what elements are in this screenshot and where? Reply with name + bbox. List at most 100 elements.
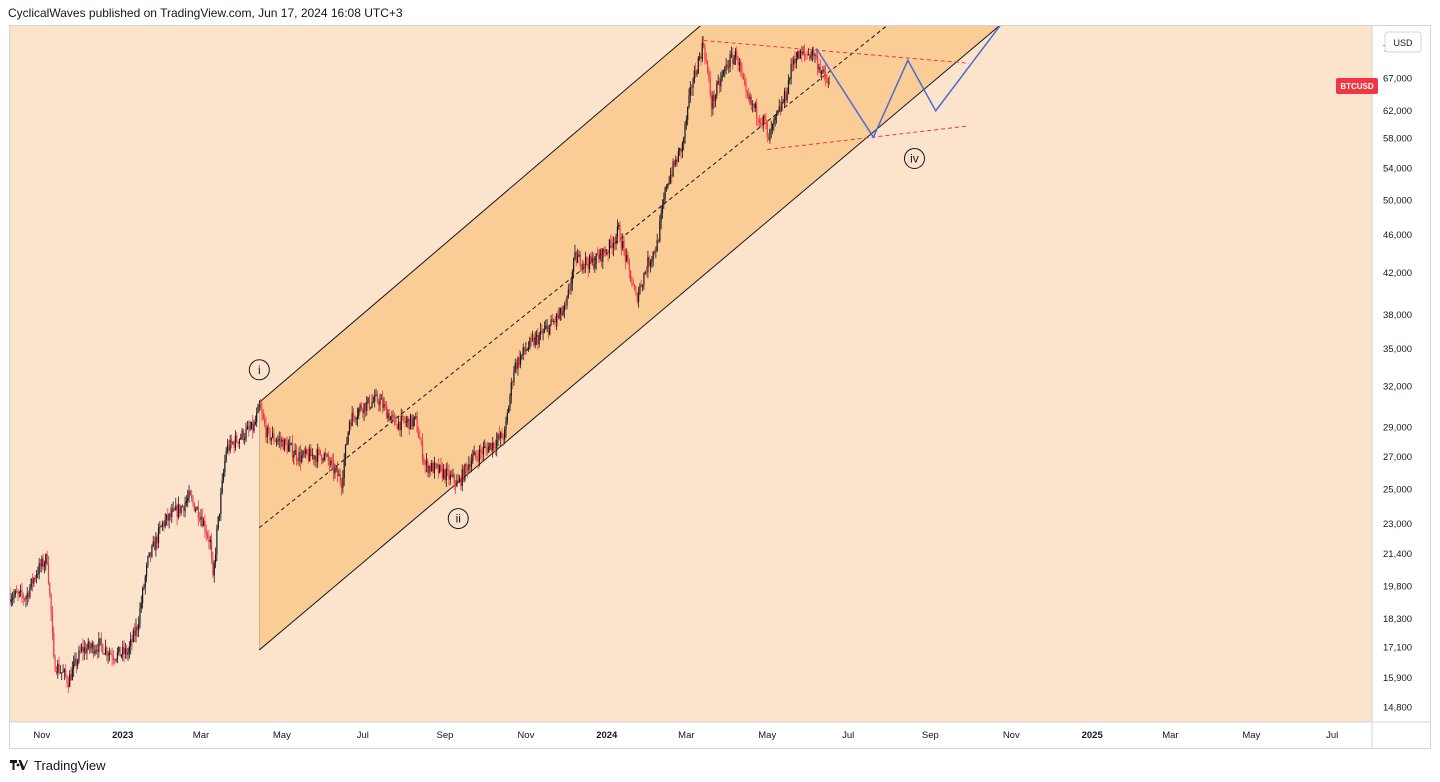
time-tick-label: May [273, 730, 291, 741]
candle-body [23, 598, 26, 600]
candle [230, 434, 233, 449]
candle [189, 489, 191, 496]
footer-brand[interactable]: TradingView [34, 758, 106, 773]
candle-body [355, 419, 357, 421]
candle [134, 623, 136, 642]
candle-body [714, 95, 717, 102]
candle-body [794, 58, 796, 63]
candle-body [61, 672, 63, 674]
candle [525, 341, 527, 355]
candle-body [684, 123, 686, 138]
channel-lower-line[interactable] [259, 26, 1023, 651]
candle [802, 45, 804, 56]
candle-body [34, 578, 36, 579]
wave-label-i[interactable]: i [248, 359, 270, 381]
candle-body [726, 64, 729, 68]
candle-body [380, 398, 382, 400]
candle-body [509, 396, 511, 409]
candle [619, 221, 621, 243]
candle-body [769, 129, 771, 141]
candle-body [79, 650, 81, 652]
candle [224, 454, 226, 477]
wave-label-ii[interactable]: ii [447, 508, 469, 530]
currency-badge[interactable]: USD [1384, 31, 1422, 53]
channel-median-line[interactable] [259, 26, 942, 529]
candle-body [649, 262, 652, 266]
candle-body [197, 507, 199, 519]
candle [760, 118, 762, 128]
price-tick-label: 50,000 [1383, 195, 1412, 206]
candle [273, 428, 275, 445]
time-axis-background[interactable] [10, 722, 1430, 748]
candle-body [603, 248, 605, 253]
candle [233, 439, 235, 454]
triangle-upper-line[interactable] [703, 40, 969, 64]
candle [245, 422, 247, 443]
candle-body [665, 187, 668, 188]
candle-body [392, 415, 394, 417]
candle-body [716, 83, 718, 96]
price-chart[interactable]: iiiiiiiv 72,00067,00062,00058,00054,0005… [10, 26, 1430, 748]
candle-body [391, 415, 393, 417]
candle-body [321, 454, 323, 461]
candle-body [538, 334, 540, 345]
candle [53, 626, 55, 659]
candle-body [823, 69, 825, 73]
candle-body [362, 409, 364, 414]
candle-body [565, 305, 567, 306]
candle [692, 77, 694, 96]
candle-body [209, 539, 211, 543]
candle [228, 440, 230, 456]
candle-body [335, 467, 337, 469]
candle [762, 114, 764, 132]
candle [494, 439, 496, 456]
candle [301, 449, 303, 464]
candle [798, 48, 800, 59]
candle-body [757, 118, 759, 120]
candle-body [596, 253, 599, 256]
price-axis-background[interactable] [1372, 26, 1430, 722]
candle-body [749, 97, 751, 99]
candle [578, 250, 580, 257]
candle [720, 71, 722, 92]
candle-body [709, 78, 711, 96]
candle-body [213, 562, 215, 576]
candle [770, 120, 772, 139]
channel-upper-line[interactable] [258, 26, 763, 403]
candle-body [41, 558, 43, 567]
candle [35, 569, 38, 584]
candle-body [683, 137, 685, 143]
candle [355, 416, 357, 426]
triangle-lower-line[interactable] [767, 125, 969, 151]
candle-body [439, 464, 441, 473]
candle-body [774, 115, 776, 120]
candle-body [70, 674, 72, 681]
candle-body [733, 57, 735, 64]
candle-body [310, 448, 312, 457]
candle-body [92, 643, 95, 654]
candle [326, 453, 328, 458]
candle-body [309, 448, 311, 461]
symbol-badge[interactable]: BTCUSD [1336, 78, 1378, 95]
candle-body [577, 256, 579, 264]
candle [665, 184, 668, 192]
candle-body [522, 347, 524, 355]
candle-body [370, 407, 372, 409]
candle-body [152, 541, 154, 546]
candle-body [360, 405, 363, 410]
candle-body [139, 608, 141, 624]
candle-body [18, 591, 20, 594]
price-tick-label: 14,800 [1383, 703, 1412, 714]
candle [530, 333, 532, 347]
candle-body [488, 446, 490, 453]
candle [778, 99, 780, 112]
candle [592, 252, 595, 270]
wave-label-iv[interactable]: iv [903, 147, 925, 169]
tradingview-logo-icon[interactable] [10, 758, 28, 773]
candle-body [626, 255, 628, 262]
candle-body [580, 266, 583, 268]
candle-body [393, 415, 396, 419]
projection-path[interactable] [815, 26, 1006, 139]
candle [814, 52, 816, 63]
candle-body [497, 434, 499, 440]
